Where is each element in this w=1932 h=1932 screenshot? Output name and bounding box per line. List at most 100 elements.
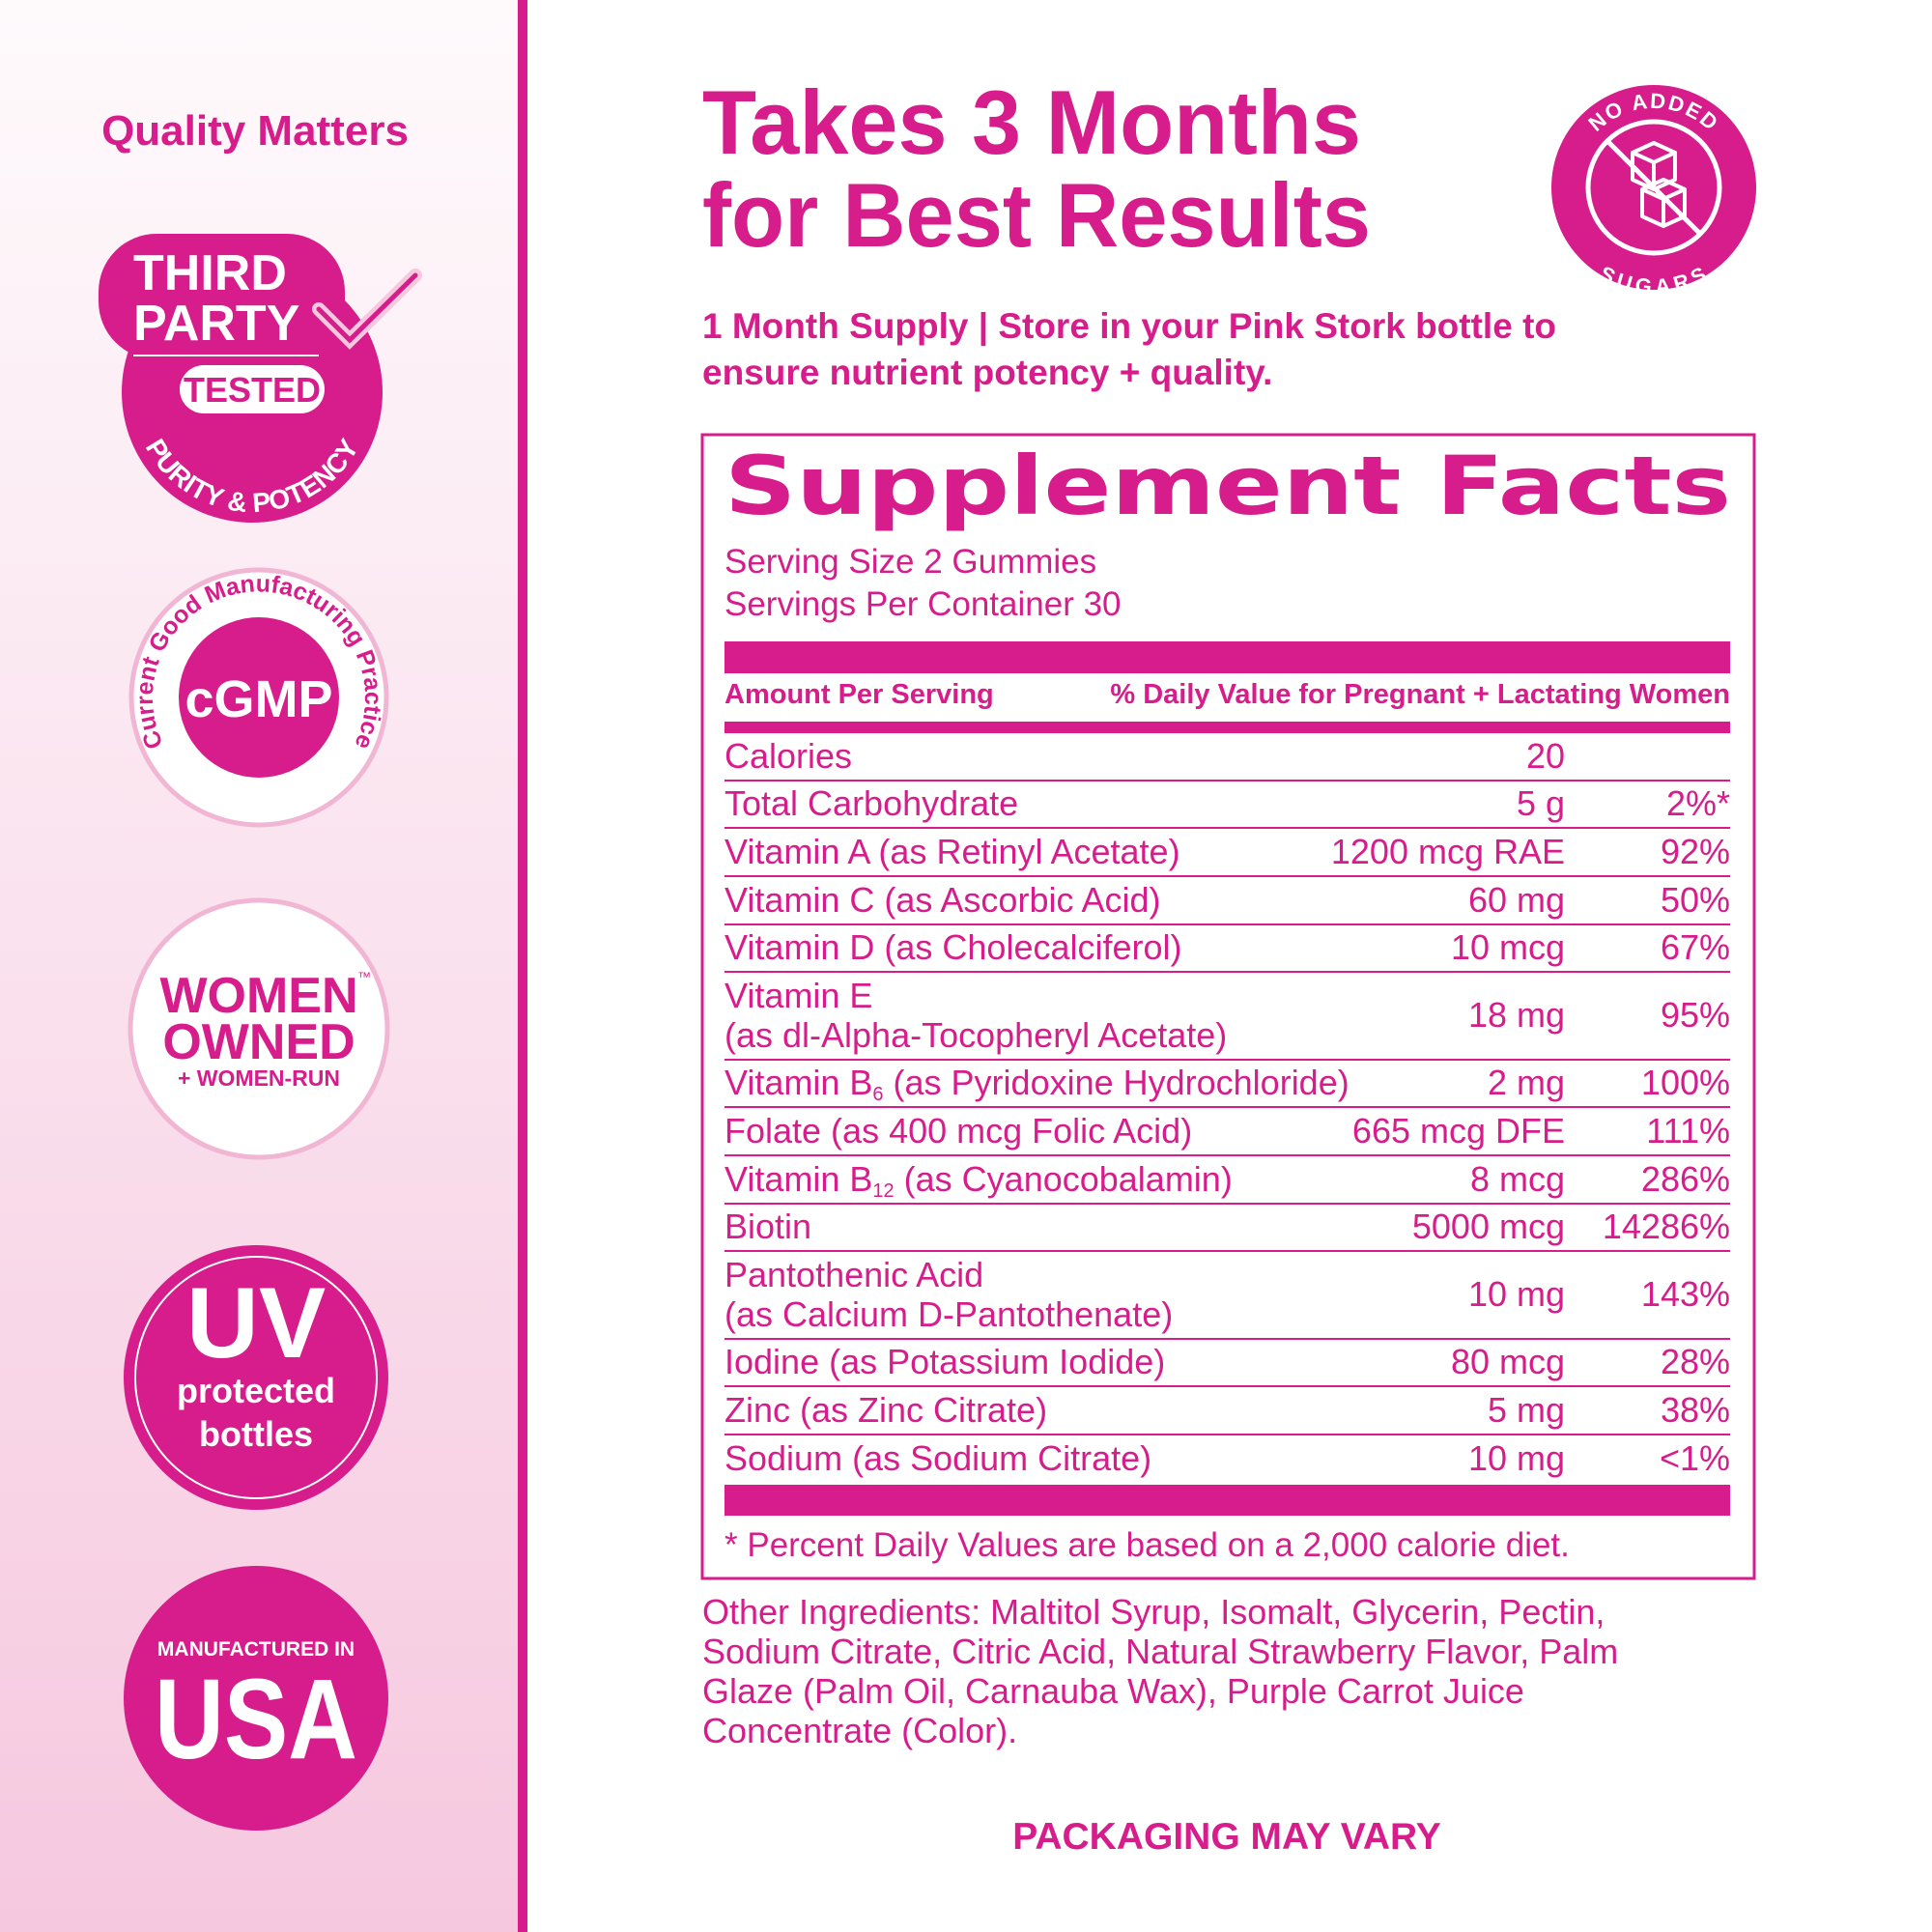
nutrient-amount: 10 mcg <box>1450 927 1565 968</box>
facts-bar <box>724 1485 1730 1516</box>
nutrient-name-text: Calories <box>724 735 853 776</box>
badge-text: OWNED <box>162 1014 355 1070</box>
daily-value: 2%* <box>1665 783 1730 824</box>
nutrient-name-line: Folate (as 400 mcg Folic Acid) <box>724 1111 1352 1151</box>
check-mark <box>316 272 418 344</box>
nutrient-name-line: Vitamin A (as Retinyl Acetate) <box>724 832 1331 872</box>
facts-row: Vitamin D (as Cholecalciferol) 10 mcg 67% <box>724 925 1730 974</box>
facts-row: Total Carbohydrate 5 g 2%* <box>724 781 1730 830</box>
nutrient-amount: 1200 mcg RAE <box>1330 831 1565 871</box>
badge-text: + WOMEN-RUN <box>178 1065 340 1091</box>
badge-shape <box>124 1566 388 1831</box>
nutrient-name: Vitamin D (as Cholecalciferol) <box>724 927 1451 968</box>
nutrient-name-text: (as dl-Alpha-Tocopheryl Acetate) <box>724 1014 1228 1055</box>
nutrient-name-line: Biotin <box>724 1208 1412 1247</box>
nutrient-name-text: Vitamin B <box>724 1158 873 1199</box>
nutrient-name: Vitamin B12 (as Cyanocobalamin) <box>724 1158 1470 1201</box>
nutrient-name-text: Vitamin E <box>724 975 873 1015</box>
facts-title: Supplement Facts <box>724 439 1731 533</box>
daily-value: 286% <box>1640 1158 1730 1199</box>
nutrient-name-text: Zinc (as Zinc Citrate) <box>724 1389 1048 1430</box>
daily-value: <1% <box>1659 1437 1730 1478</box>
badge-shape <box>124 1245 388 1510</box>
column-header: % Daily Value for Pregnant + Lactating W… <box>1110 679 1730 710</box>
nutrient-name: Iodine (as Potassium Iodide) <box>724 1342 1451 1382</box>
daily-value: 14286% <box>1602 1207 1730 1247</box>
facts-bar <box>724 722 1730 733</box>
nutrient-name-line: Vitamin E <box>724 975 1468 1016</box>
badge-text: protected <box>177 1371 335 1410</box>
badge-text: USA <box>155 1656 357 1783</box>
badge-pill <box>180 365 325 413</box>
nutrient-amount: 18 mg <box>1467 995 1565 1036</box>
nutrient-name-text: Vitamin D (as Cholecalciferol) <box>724 927 1182 968</box>
ingredients-line: Sodium Citrate, Citric Acid, Natural Str… <box>702 1632 1619 1671</box>
nutrient-subscript: 6 <box>872 1084 884 1106</box>
nutrient-name-line: Vitamin B6 (as Pyridoxine Hydrochloride) <box>724 1063 1488 1106</box>
nutrient-name-line: Pantothenic Acid <box>724 1255 1468 1295</box>
daily-value: 38% <box>1660 1389 1730 1430</box>
daily-value: 143% <box>1640 1274 1730 1315</box>
nutrient-name: Sodium (as Sodium Citrate) <box>724 1437 1468 1479</box>
nutrient-name-text: (as Pyridoxine Hydrochloride) <box>883 1063 1350 1103</box>
main-title: Takes 3 Months <box>702 71 1361 173</box>
nutrient-amount: 5 mg <box>1487 1389 1565 1430</box>
badge-text: cGMP <box>185 670 332 728</box>
facts-row: Biotin 5000 mcg 14286% <box>724 1205 1730 1253</box>
nutrient-amount: 665 mcg DFE <box>1351 1110 1565 1151</box>
nutrient-name-line: Calories <box>724 735 1526 777</box>
badge-ring <box>134 1256 378 1499</box>
nutrient-name-line: Iodine (as Potassium Iodide) <box>724 1342 1451 1382</box>
badge-text: WOMEN <box>159 968 357 1024</box>
nutrient-name-line: Vitamin C (as Ascorbic Acid) <box>724 879 1468 921</box>
nutrient-name: Total Carbohydrate <box>724 783 1517 824</box>
facts-row: Vitamin B6 (as Pyridoxine Hydrochloride)… <box>724 1061 1730 1109</box>
daily-value: 95% <box>1660 995 1730 1036</box>
badge-shape <box>128 897 390 1160</box>
nutrient-amount: 5000 mcg <box>1411 1207 1565 1247</box>
footnote: * Percent Daily Values are based on a 2,… <box>724 1526 1570 1564</box>
nutrient-name-text: (as Calcium D-Pantothenate) <box>724 1293 1174 1334</box>
nutrient-name-line: Zinc (as Zinc Citrate) <box>724 1389 1488 1431</box>
nutrient-name: Vitamin B6 (as Pyridoxine Hydrochloride) <box>724 1063 1488 1106</box>
nutrient-amount: 5 g <box>1516 783 1565 824</box>
nutrient-name-text: Iodine (as Potassium Iodide) <box>724 1342 1166 1382</box>
main-title: for Best Results <box>702 164 1371 266</box>
ingredients-line: Concentrate (Color). <box>702 1711 1018 1750</box>
nutrient-name: Folate (as 400 mcg Folic Acid) <box>724 1111 1352 1151</box>
nutrient-name-text: Vitamin B <box>724 1063 873 1103</box>
nutrient-amount: 20 <box>1525 735 1565 776</box>
nutrient-name-line: Sodium (as Sodium Citrate) <box>724 1437 1468 1479</box>
daily-value: 111% <box>1646 1110 1730 1151</box>
facts-row: Vitamin E (as dl-Alpha-Tocopheryl Acetate… <box>724 973 1730 1061</box>
nutrient-amount: 80 mcg <box>1450 1342 1565 1382</box>
nutrient-name-text: Vitamin C (as Ascorbic Acid) <box>724 879 1161 920</box>
badge-text: UV <box>186 1267 326 1379</box>
facts-row: Pantothenic Acid (as Calcium D-Pantothena… <box>724 1252 1730 1340</box>
nutrient-name: Biotin <box>724 1208 1412 1247</box>
sidebar-title: Quality Matters <box>101 107 409 155</box>
badge-text: THIRD <box>133 245 287 301</box>
nutrient-name-line: (as dl-Alpha-Tocopheryl Acetate) <box>724 1014 1468 1056</box>
facts-row: Calories 20 <box>724 733 1730 781</box>
nutrient-name: Pantothenic Acid (as Calcium D-Pantothena… <box>724 1255 1468 1334</box>
badge-text: TESTED <box>184 370 321 410</box>
nutrient-name-text: Sodium (as Sodium Citrate) <box>724 1437 1152 1478</box>
nutrient-name: Calories <box>724 735 1526 777</box>
nutrient-amount: 60 mg <box>1467 879 1565 920</box>
nutrient-name-line: Vitamin B12 (as Cyanocobalamin) <box>724 1158 1470 1201</box>
daily-value: 28% <box>1660 1342 1730 1382</box>
sidebar-border <box>518 0 527 1932</box>
nutrient-amount: 10 mg <box>1467 1437 1565 1478</box>
subtitle: ensure nutrient potency + quality. <box>702 353 1273 392</box>
facts-row: Zinc (as Zinc Citrate) 5 mg 38% <box>724 1387 1730 1436</box>
daily-value: 67% <box>1660 927 1730 968</box>
facts-row: Iodine (as Potassium Iodide) 80 mcg 28% <box>724 1340 1730 1388</box>
facts-row: Sodium (as Sodium Citrate) 10 mg <1% <box>724 1435 1730 1482</box>
badge-text: MANUFACTURED IN <box>157 1638 355 1661</box>
packaging-note: PACKAGING MAY VARY <box>1012 1816 1441 1858</box>
badge-shape <box>179 617 339 778</box>
badge-text: ™ <box>357 969 371 984</box>
